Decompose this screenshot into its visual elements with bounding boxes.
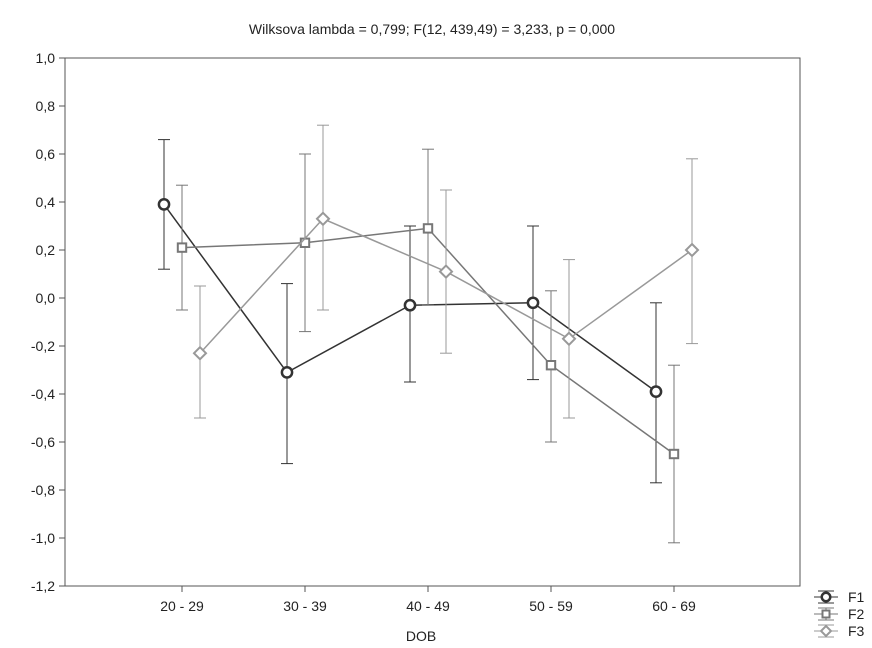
y-tick-label: -0,4 xyxy=(31,386,55,402)
legend-label: F1 xyxy=(848,589,865,605)
x-tick-label: 30 - 39 xyxy=(283,598,327,614)
legend-label: F2 xyxy=(848,606,865,622)
data-point xyxy=(438,264,454,280)
y-tick-label: 0,4 xyxy=(36,194,56,210)
data-point xyxy=(668,448,680,460)
y-tick-label: 0,2 xyxy=(36,242,56,258)
series-f1 xyxy=(157,139,663,484)
x-tick-label: 50 - 59 xyxy=(529,598,573,614)
data-point xyxy=(649,385,663,398)
plot-area xyxy=(64,57,801,587)
legend-item-f2: F2 xyxy=(814,606,865,622)
legend-item-f1: F1 xyxy=(814,589,865,605)
data-point xyxy=(299,237,311,249)
data-point xyxy=(315,211,331,227)
legend-marker xyxy=(820,591,832,603)
x-axis: 20 - 29 30 - 39 40 - 49 50 - 59 60 - 69 xyxy=(160,586,696,614)
data-point xyxy=(561,331,577,347)
legend-marker xyxy=(819,624,833,638)
x-axis-title: DOB xyxy=(406,628,436,644)
data-point xyxy=(280,366,294,379)
y-tick-label: 1,0 xyxy=(36,50,56,66)
data-point xyxy=(422,223,434,234)
x-tick-label: 20 - 29 xyxy=(160,598,204,614)
legend-marker xyxy=(821,609,831,619)
data-point xyxy=(545,360,557,371)
data-point xyxy=(403,298,417,312)
x-tick-label: 40 - 49 xyxy=(406,598,450,614)
y-tick-label: -1,0 xyxy=(31,530,55,546)
data-point xyxy=(684,242,700,258)
y-axis: 1,0 0,8 0,6 0,4 0,2 0,0 -0,2 -0,4 -0,6 -0,8 -1,0 -1… xyxy=(31,50,65,594)
series-f3 xyxy=(192,124,700,419)
y-tick-label: 0,6 xyxy=(36,146,56,162)
y-tick-label: -1,2 xyxy=(31,578,55,594)
data-point xyxy=(526,296,540,310)
y-tick-label: -0,2 xyxy=(31,338,55,354)
y-tick-label: 0,0 xyxy=(36,290,56,306)
data-point xyxy=(176,242,188,253)
series-f2 xyxy=(176,148,680,544)
legend-item-f3: F3 xyxy=(814,623,865,639)
y-tick-label: -0,6 xyxy=(31,434,55,450)
data-point xyxy=(192,345,208,361)
data-point xyxy=(157,198,171,211)
x-tick-label: 60 - 69 xyxy=(652,598,696,614)
series-layer xyxy=(157,124,700,544)
y-tick-label: -0,8 xyxy=(31,482,55,498)
y-tick-label: 0,8 xyxy=(36,98,56,114)
chart-title: Wilksova lambda = 0,799; F(12, 439,49) =… xyxy=(249,21,615,37)
legend-label: F3 xyxy=(848,623,865,639)
